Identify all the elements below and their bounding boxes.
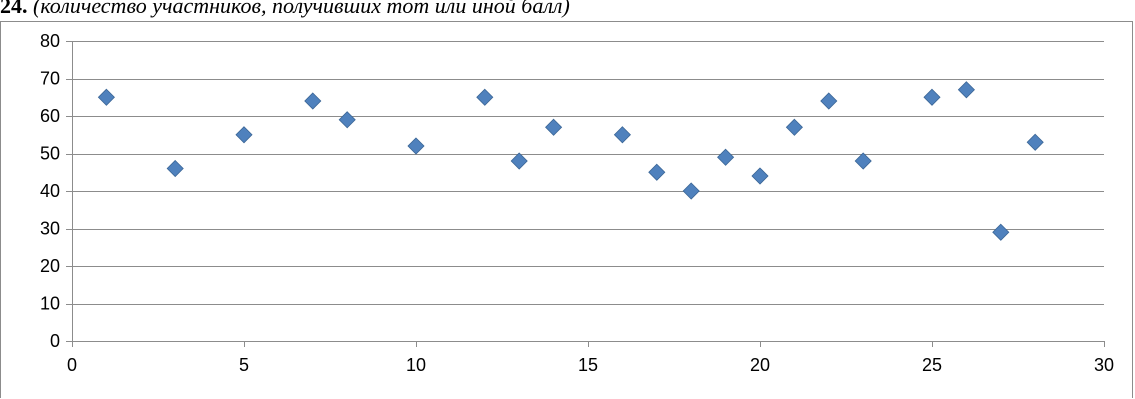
y-tick-label-50: 50 bbox=[40, 144, 60, 164]
y-tick-label-60: 60 bbox=[40, 106, 60, 126]
x-tick-label-30: 30 bbox=[1094, 355, 1114, 375]
x-tick-label-25: 25 bbox=[922, 355, 942, 375]
y-tick-label-80: 80 bbox=[40, 31, 60, 51]
chart-caption: 24. (количество участников, получивших т… bbox=[0, 0, 1135, 21]
data-point bbox=[235, 126, 253, 144]
y-tick-label-70: 70 bbox=[40, 69, 60, 89]
y-tick-label-40: 40 bbox=[40, 181, 60, 201]
data-point bbox=[785, 118, 803, 136]
axes bbox=[66, 41, 1105, 347]
y-tick-label-30: 30 bbox=[40, 219, 60, 239]
data-point bbox=[97, 88, 115, 106]
tick-labels: 0 10 20 30 40 50 60 70 80 0 5 10 15 20 25 30 bbox=[40, 31, 1114, 375]
data-point bbox=[682, 182, 700, 200]
data-point bbox=[304, 92, 322, 110]
y-tick-label-10: 10 bbox=[40, 294, 60, 314]
data-point bbox=[923, 88, 941, 106]
x-tick-label-15: 15 bbox=[578, 355, 598, 375]
chart-area bbox=[0, 21, 1133, 398]
data-point bbox=[613, 126, 631, 144]
grid-lines bbox=[72, 41, 1104, 305]
data-point bbox=[992, 223, 1010, 241]
data-point bbox=[407, 137, 425, 155]
x-tick-label-0: 0 bbox=[67, 355, 77, 375]
y-tick-label-0: 0 bbox=[50, 331, 60, 351]
data-points bbox=[97, 81, 1044, 241]
data-point bbox=[648, 163, 666, 181]
y-tick-label-20: 20 bbox=[40, 256, 60, 276]
x-tick-label-20: 20 bbox=[750, 355, 770, 375]
data-point bbox=[476, 88, 494, 106]
data-point bbox=[820, 92, 838, 110]
data-point bbox=[957, 81, 975, 99]
data-point bbox=[717, 148, 735, 166]
x-tick-label-10: 10 bbox=[406, 355, 426, 375]
caption-number: 24. bbox=[0, 0, 28, 18]
data-point bbox=[338, 111, 356, 129]
caption-text: (количество участников, получивших тот и… bbox=[27, 0, 570, 18]
data-point bbox=[751, 167, 769, 185]
data-point bbox=[854, 152, 872, 170]
data-point bbox=[545, 118, 563, 136]
x-tick-label-5: 5 bbox=[239, 355, 249, 375]
data-point bbox=[166, 159, 184, 178]
data-point bbox=[1026, 133, 1044, 151]
data-point bbox=[510, 152, 528, 170]
